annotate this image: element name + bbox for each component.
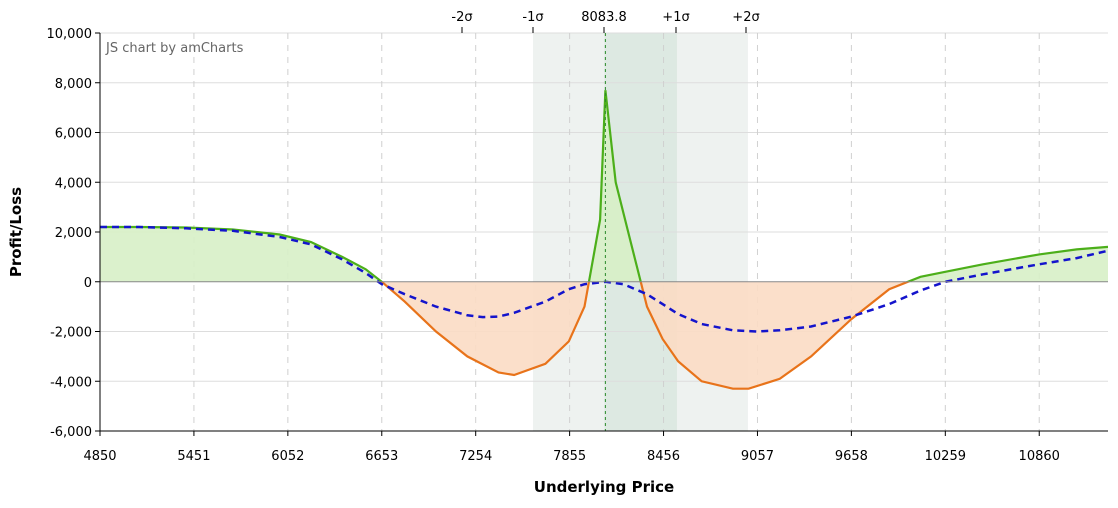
- x-tick-label: 6052: [271, 449, 304, 464]
- y-tick-label: 0: [84, 276, 92, 291]
- x-tick-label: 6653: [365, 449, 398, 464]
- y-tick-label: 2,000: [55, 226, 92, 241]
- axes: -6,000 -4,000 -2,000 0 2,000 4,000 6,000 8,000 1…: [47, 27, 1108, 464]
- x-tick-label: 10259: [925, 449, 966, 464]
- x-axis-title: Underlying Price: [534, 478, 674, 496]
- x-tick-label: 9057: [741, 449, 774, 464]
- profit-area: [100, 90, 1108, 282]
- x-tick-label: 10860: [1019, 449, 1060, 464]
- x-tick-label: 8456: [647, 449, 680, 464]
- y-tick-label: 4,000: [55, 176, 92, 191]
- expiration-line-loss: [379, 281, 911, 390]
- pnl-areas: [100, 90, 1108, 389]
- sigma-label: -2σ: [451, 10, 472, 25]
- x-tick-label: 4850: [83, 449, 116, 464]
- sigma-label: -1σ: [522, 10, 543, 25]
- today-line: [100, 225, 1109, 333]
- y-tick-label: -6,000: [50, 425, 92, 440]
- sigma-labels: -2σ -1σ 8083.8 +1σ +2σ: [451, 10, 760, 33]
- y-tick-label: 6,000: [55, 127, 92, 142]
- pnl-lines: [100, 33, 1109, 431]
- sigma-label: +1σ: [662, 10, 689, 25]
- sigma-label: +2σ: [732, 10, 759, 25]
- x-tick-label: 9658: [835, 449, 868, 464]
- y-tick-label: -4,000: [50, 375, 92, 390]
- y-tick-label: 10,000: [47, 27, 93, 42]
- y-tick-label: -2,000: [50, 326, 92, 341]
- sigma-label: 8083.8: [581, 10, 627, 25]
- y-tick-label: 8,000: [55, 77, 92, 92]
- loss-area: [100, 281, 1108, 389]
- x-tick-label: 5451: [177, 449, 210, 464]
- x-tick-label: 7855: [553, 449, 586, 464]
- expiration-line-profit: [100, 90, 1108, 282]
- y-axis-title: Profit/Loss: [7, 187, 25, 277]
- x-tick-label: 7254: [459, 449, 492, 464]
- chart-credit[interactable]: JS chart by amCharts: [105, 41, 244, 56]
